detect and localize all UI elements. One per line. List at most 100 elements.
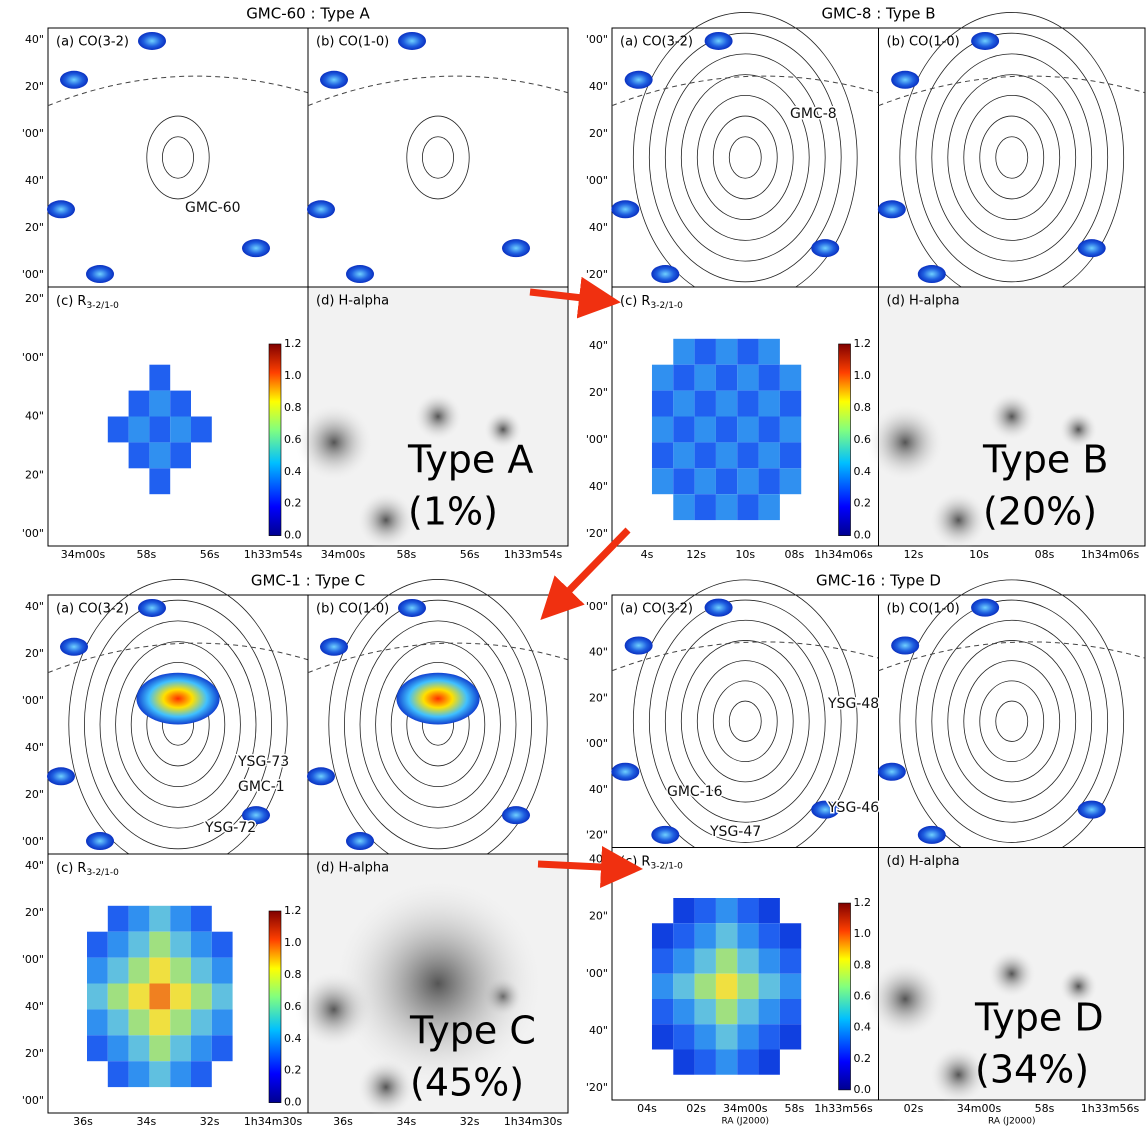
type-percent: (34%) <box>975 1048 1089 1092</box>
ratio-pixel <box>129 958 150 984</box>
ratio-pixel <box>170 1035 191 1061</box>
ratio-pixel <box>695 1024 716 1049</box>
co-blob <box>138 32 166 50</box>
panel-label-sub: 3-2/1-0 <box>86 868 119 878</box>
ratio-pixel <box>673 1024 694 1049</box>
ratio-pixel <box>716 417 737 443</box>
ratio-pixel <box>673 949 694 974</box>
ratio-pixel <box>780 442 801 468</box>
ratio-pixel <box>780 417 801 443</box>
ratio-pixel <box>737 898 758 923</box>
ratio-pixel <box>108 1061 129 1087</box>
y-tick-label: 20" <box>25 906 44 919</box>
ratio-pixel <box>695 365 716 391</box>
x-tick-label: 34s <box>136 1115 156 1127</box>
colorbar-tick-label: 0.8 <box>854 958 872 971</box>
ratio-pixel <box>652 468 673 494</box>
ratio-pixel <box>170 958 191 984</box>
co-blob <box>651 826 679 844</box>
colorbar-tick-label: 1.0 <box>854 927 872 940</box>
co-blob <box>47 200 75 218</box>
ratio-pixel <box>129 442 150 468</box>
ratio-pixel <box>108 984 129 1010</box>
ratio-pixel <box>149 932 170 958</box>
ratio-pixel <box>673 365 694 391</box>
co-blob <box>138 599 166 617</box>
ratio-pixel <box>737 1050 758 1075</box>
ratio-pixel <box>212 984 233 1010</box>
panel-label-main: (c) R <box>620 294 650 309</box>
ratio-pixel <box>673 442 694 468</box>
co-blob <box>307 200 335 218</box>
y-tick-label: 40" <box>25 859 44 872</box>
figure-title: GMC-1 : Type C <box>251 572 365 590</box>
annotation: YSG-72 <box>204 820 256 836</box>
ratio-pixel <box>759 974 780 999</box>
panel-label-main: (c) R <box>56 861 86 876</box>
annotation: GMC-16 <box>667 784 723 800</box>
halpha-blob <box>413 392 463 442</box>
co-blob <box>918 826 946 844</box>
x-tick-label: 34m00s <box>61 548 106 561</box>
y-tick-label: '00" <box>22 268 44 281</box>
y-tick-label: '00" <box>22 953 44 966</box>
panel-label-sub: 3-2/1-0 <box>650 301 683 311</box>
ratio-pixel <box>87 958 108 984</box>
ratio-pixel <box>129 1035 150 1061</box>
y-tick-label: 40" <box>25 1000 44 1013</box>
y-tick-label: '00" <box>22 694 44 707</box>
colorbar-tick-label: 0.0 <box>854 529 872 542</box>
annotation: GMC-1 <box>238 779 285 795</box>
co-blob <box>307 767 335 785</box>
co-blob <box>86 832 114 850</box>
ratio-pixel <box>737 999 758 1024</box>
ratio-pixel <box>652 391 673 417</box>
ratio-pixel <box>716 898 737 923</box>
ratio-pixel <box>695 1050 716 1075</box>
x-tick-label: 1h34m30s <box>504 1115 563 1127</box>
y-tick-label: 40" <box>25 174 44 187</box>
x-tick-label: 12s <box>904 548 924 561</box>
y-tick-label: '20" <box>586 829 608 842</box>
ratio-pixel <box>652 442 673 468</box>
ratio-pixel <box>149 1009 170 1035</box>
ratio-pixel <box>149 984 170 1010</box>
panel-label-main: (c) R <box>56 294 86 309</box>
ratio-pixel <box>170 984 191 1010</box>
ratio-pixel <box>695 494 716 520</box>
halpha-blob <box>865 402 945 482</box>
y-tick-label: 20" <box>589 910 608 923</box>
y-tick-label: '20" <box>586 1081 608 1094</box>
ratio-pixel <box>129 391 150 417</box>
ratio-pixel <box>149 442 170 468</box>
y-tick-label: '00" <box>586 433 608 446</box>
ratio-pixel <box>652 974 673 999</box>
ratio-pixel <box>170 417 191 443</box>
x-tick-label: 10s <box>969 548 989 561</box>
x-tick-label: 58s <box>785 1102 805 1115</box>
ratio-pixel <box>759 898 780 923</box>
y-tick-label: 40" <box>589 783 608 796</box>
ratio-pixel <box>737 417 758 443</box>
ratio-pixel <box>108 906 129 932</box>
colorbar-tick-label: 0.2 <box>854 497 872 510</box>
ratio-pixel <box>737 974 758 999</box>
co-blob <box>651 265 679 283</box>
colorbar-tick-label: 0.8 <box>284 968 302 981</box>
ratio-pixel <box>149 365 170 391</box>
ratio-pixel <box>108 1035 129 1061</box>
co-peak <box>136 673 219 725</box>
ratio-pixel <box>170 391 191 417</box>
ratio-pixel <box>149 958 170 984</box>
type-percent: (20%) <box>983 490 1097 534</box>
ratio-pixel <box>695 339 716 365</box>
figure-title: GMC-16 : Type D <box>816 572 941 590</box>
ratio-pixel <box>759 949 780 974</box>
ratio-pixel <box>759 365 780 391</box>
ratio-pixel <box>191 958 212 984</box>
colorbar-tick-label: 1.2 <box>854 337 872 350</box>
ratio-pixel <box>191 984 212 1010</box>
co-blob <box>242 239 270 257</box>
panel-label: (b) CO(1-0) <box>316 602 389 617</box>
y-tick-label: 40" <box>589 480 608 493</box>
